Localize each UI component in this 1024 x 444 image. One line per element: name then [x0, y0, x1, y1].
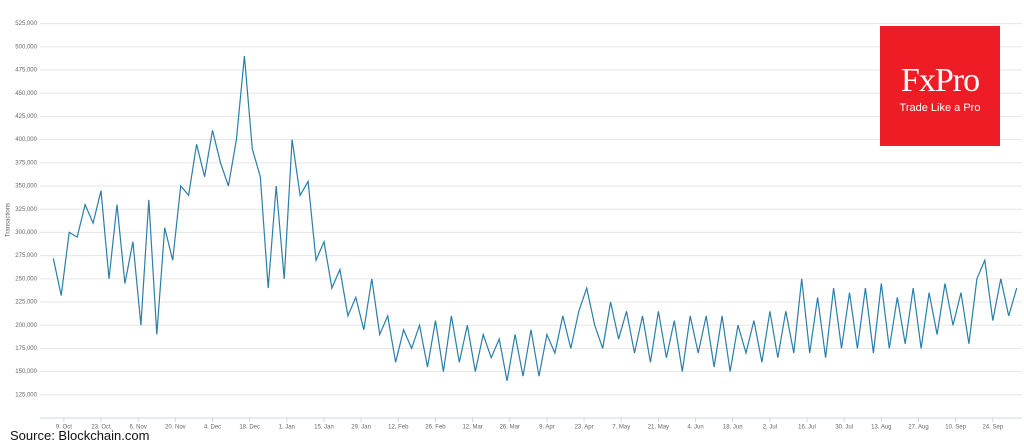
data-line	[52, 56, 1018, 382]
x-tick-label: 4. Dec	[204, 425, 221, 431]
x-tick-label: 7. May	[612, 425, 630, 431]
x-tick-label: 6. Nov	[130, 425, 147, 431]
logo-brand: FxPro	[900, 62, 980, 99]
x-tick-label: 2. Jul	[763, 425, 777, 431]
x-tick-label: 18. Jun	[723, 425, 743, 431]
y-tick-label: 150,000	[15, 369, 37, 375]
logo: FxPro Trade Like a Pro	[880, 26, 1000, 146]
x-tick-label: 9. Apr	[539, 425, 555, 431]
x-tick-label: 4. Jun	[687, 425, 703, 431]
x-tick-label: 21. May	[648, 425, 669, 431]
x-tick-label: 10. Sep	[945, 425, 966, 431]
y-tick-label: 500,000	[15, 44, 37, 50]
y-axis-label: Transactions	[6, 203, 12, 237]
x-tick-label: 12. Mar	[462, 425, 482, 431]
x-tick-label: 23. Apr	[575, 425, 594, 431]
x-tick-label: 24. Sep	[982, 425, 1003, 431]
source: Source: Blockchain.com	[10, 428, 150, 443]
x-tick-label: 16. Jul	[798, 425, 816, 431]
y-tick-label: 200,000	[15, 323, 37, 329]
x-tick-label: 26. Feb	[425, 425, 446, 431]
logo-tagline: Trade Like a Pro	[899, 102, 981, 114]
x-tick-label: 29. Jan	[351, 425, 371, 431]
x-tick-label: 18. Dec	[239, 425, 260, 431]
x-tick-label: 12. Feb	[388, 425, 409, 431]
y-tick-label: 400,000	[15, 137, 37, 143]
y-tick-label: 300,000	[15, 230, 37, 236]
y-tick-label: 125,000	[15, 392, 37, 398]
y-tick-label: 475,000	[15, 68, 37, 74]
x-tick-label: 30. Jul	[835, 425, 853, 431]
y-tick-label: 325,000	[15, 207, 37, 213]
x-tick-label: 27. Aug	[908, 425, 928, 431]
y-tick-label: 450,000	[15, 91, 37, 97]
y-tick-label: 275,000	[15, 253, 37, 259]
y-tick-label: 525,000	[15, 21, 37, 27]
y-tick-label: 225,000	[15, 300, 37, 306]
x-tick-label: 20. Nov	[165, 425, 186, 431]
y-tick-label: 350,000	[15, 184, 37, 190]
y-tick-label: 250,000	[15, 276, 37, 282]
y-tick-label: 375,000	[15, 160, 37, 166]
x-tick-label: 15. Jan	[314, 425, 334, 431]
x-tick-label: 1. Jan	[279, 425, 295, 431]
x-tick-label: 23. Oct	[91, 425, 111, 431]
x-tick-label: 26. Mar	[500, 425, 520, 431]
y-tick-label: 425,000	[15, 114, 37, 120]
x-tick-label: 9. Oct	[56, 425, 72, 431]
x-tick-label: 13. Aug	[871, 425, 891, 431]
y-tick-label: 175,000	[15, 346, 37, 352]
